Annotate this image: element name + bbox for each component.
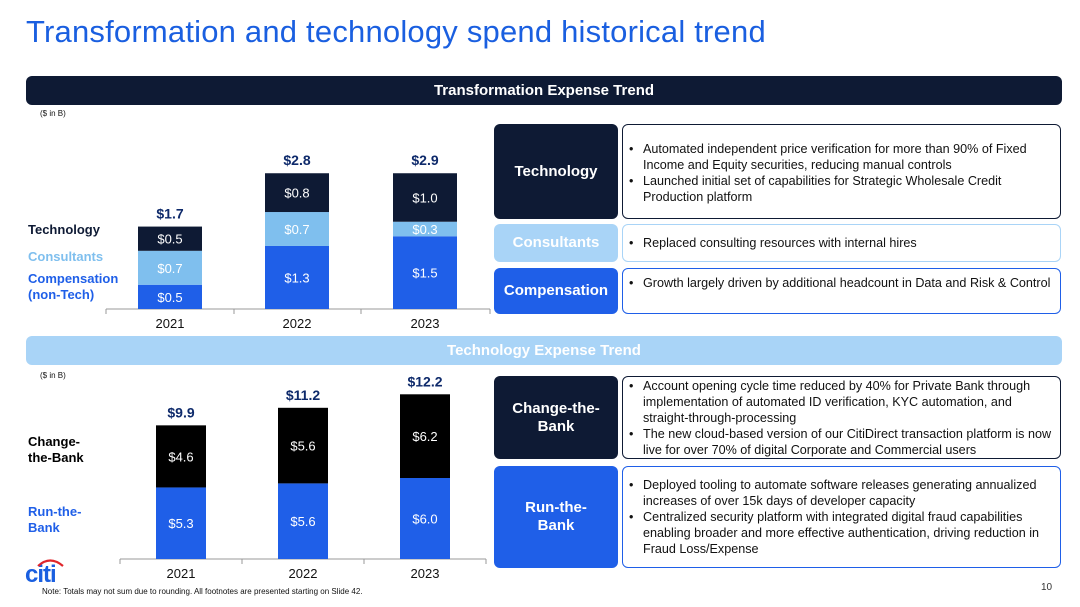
bar-segment [393, 221, 457, 237]
legend-label: Compensation [28, 271, 118, 286]
data-label: $1.5 [412, 266, 437, 281]
bar-segment [393, 173, 457, 222]
legend-label: Run-the- [28, 504, 81, 519]
bullet: Account opening cycle time reduced by 40… [629, 378, 1052, 426]
run-the-bank-card-label: Run-the- Bank [494, 466, 618, 568]
x-tick-label: 2022 [283, 316, 312, 331]
bar-segment [278, 407, 328, 484]
bar-segment [265, 212, 329, 246]
x-tick-label: 2023 [411, 316, 440, 331]
bullet: Centralized security platform with integ… [629, 509, 1052, 557]
data-label: $4.6 [168, 449, 193, 464]
total-label: $9.9 [167, 404, 194, 420]
compensation-card-label: Compensation [494, 268, 618, 314]
citi-logo-arc-icon [37, 559, 64, 567]
data-label: $5.6 [290, 514, 315, 529]
bullet: Launched initial set of capabilities for… [629, 173, 1052, 205]
change-the-bank-card-description: Account opening cycle time reduced by 40… [622, 376, 1061, 459]
consultants-card-description: Replaced consulting resources with inter… [622, 224, 1061, 262]
bar-segment [400, 478, 450, 559]
legend-label: (non-Tech) [28, 287, 94, 302]
x-tick-label: 2021 [156, 316, 185, 331]
total-label: $11.2 [286, 387, 320, 403]
bullet: Deployed tooling to automate software re… [629, 477, 1052, 509]
bar-segment [265, 245, 329, 309]
data-label: $0.7 [284, 222, 309, 237]
technology-band: Technology Expense Trend [26, 336, 1062, 365]
data-label: $0.7 [157, 261, 182, 276]
page-title: Transformation and technology spend hist… [26, 14, 766, 49]
bar-segment [138, 226, 202, 251]
bar-segment [265, 173, 329, 213]
data-label: $0.5 [157, 290, 182, 305]
data-label: $5.6 [290, 439, 315, 454]
data-label: $1.3 [284, 270, 309, 285]
legend-label: Bank [28, 520, 61, 535]
legend-label: Consultants [28, 249, 103, 264]
data-label: $0.5 [157, 232, 182, 247]
technology-card-label: Technology [494, 124, 618, 219]
change-the-bank-card-label: Change-the- Bank [494, 376, 618, 459]
data-label: $5.3 [168, 516, 193, 531]
bullet: The new cloud-based version of our CitiD… [629, 426, 1052, 458]
data-label: $1.0 [412, 190, 437, 205]
data-label: $6.2 [412, 429, 437, 444]
legend-label: Change- [28, 434, 80, 449]
bar-segment [278, 483, 328, 559]
bullet: Automated independent price verification… [629, 141, 1052, 173]
total-label: $2.8 [283, 152, 310, 168]
bullet: Growth largely driven by additional head… [629, 275, 1052, 291]
legend-label: Technology [28, 222, 101, 237]
x-tick-label: 2023 [411, 566, 440, 581]
total-label: $1.7 [156, 206, 183, 222]
bar-segment [138, 284, 202, 309]
total-label: $12.2 [407, 373, 442, 389]
compensation-card-description: Growth largely driven by additional head… [622, 268, 1061, 314]
page-number: 10 [1041, 582, 1053, 593]
bar-segment [393, 236, 457, 309]
x-tick-label: 2021 [167, 566, 196, 581]
consultants-card-label: Consultants [494, 224, 618, 262]
run-the-bank-card-description: Deployed tooling to automate software re… [622, 466, 1061, 568]
bar-segment [156, 425, 206, 488]
citi-logo: citi [25, 561, 57, 588]
legend-label: the-Bank [28, 450, 84, 465]
technology-card-description: Automated independent price verification… [622, 124, 1061, 219]
transformation-chart: $0.5 $0.7 $0.5 $1.7 2021 $1.3 $0.7 $0.8 $2.8 2022… [28, 152, 491, 331]
transformation-unit-label: ($ in B) [40, 109, 66, 118]
data-label: $6.0 [412, 512, 437, 527]
data-label: $0.3 [412, 222, 437, 237]
bar-segment [400, 394, 450, 478]
technology-unit-label: ($ in B) [40, 371, 66, 380]
total-label: $2.9 [411, 152, 438, 168]
technology-chart: $5.3 $4.6 $9.9 2021 $5.6 $5.6 $11.2 2022 $6.0 $6.… [28, 373, 487, 581]
bullet: Replaced consulting resources with inter… [629, 235, 1052, 251]
x-tick-label: 2022 [289, 566, 318, 581]
data-label: $0.8 [284, 186, 309, 201]
footnote: Note: Totals may not sum due to rounding… [42, 587, 363, 596]
transformation-band: Transformation Expense Trend [26, 76, 1062, 105]
bar-segment [156, 487, 206, 559]
bar-segment [138, 250, 202, 285]
